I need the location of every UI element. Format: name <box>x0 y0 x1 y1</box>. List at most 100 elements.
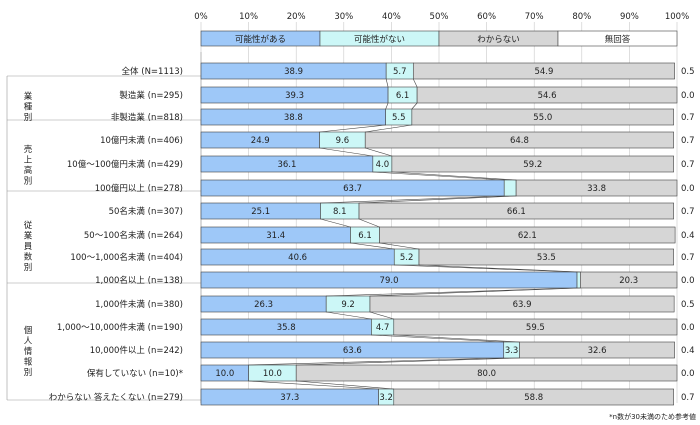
row-label: 50名未満 (n=307) <box>109 206 183 217</box>
row-label: 非製造業 (n=818) <box>111 112 183 123</box>
bar-segment-3 <box>295 364 678 382</box>
data-label: 36.1 <box>277 160 296 170</box>
data-label: 10.0 <box>215 369 234 379</box>
bar-segment-3 <box>519 341 675 359</box>
legend-label: 無回答 <box>605 34 631 45</box>
row-label: 1,000～10,000件未満 (n=190) <box>57 322 183 333</box>
connector-line <box>385 78 389 88</box>
x-tick-label: 90% <box>620 12 639 22</box>
data-label: 5.7 <box>393 67 407 77</box>
x-tick-label: 50% <box>430 12 449 22</box>
data-label: 79.0 <box>380 276 399 286</box>
connector-line <box>326 311 372 320</box>
data-label: 6.1 <box>396 91 410 101</box>
data-label: 33.8 <box>587 184 606 194</box>
bar-segment-3 <box>393 318 678 336</box>
data-label: 3.2 <box>379 393 393 403</box>
data-label: 54.6 <box>538 91 557 101</box>
no-answer-label: 0.5 <box>681 300 695 310</box>
no-answer-label: 0.0 <box>681 91 695 101</box>
data-label: 31.4 <box>266 231 285 241</box>
row-label: 全体 (N=1113) <box>122 66 183 77</box>
x-tick-label: 60% <box>477 12 496 22</box>
row-label: 100～1,000名未満 (n=404) <box>70 252 183 263</box>
connector-line <box>365 124 412 133</box>
bar-segment-3 <box>515 179 678 197</box>
data-label: 64.8 <box>510 136 529 146</box>
data-label: 80.0 <box>477 369 496 379</box>
connector-line <box>320 195 505 204</box>
row-label: 50～100名未満 (n=264) <box>84 230 183 241</box>
row-label: 100億円以上 (n=278) <box>95 183 183 194</box>
connector-line <box>385 102 389 110</box>
row-label: 10億円未満 (n=406) <box>100 135 183 146</box>
data-label: 40.6 <box>288 253 307 263</box>
no-answer-label: 0.7 <box>681 393 695 403</box>
no-answer-label: 0.0 <box>681 184 695 194</box>
connector-line <box>411 102 418 110</box>
x-tick-label: 0% <box>194 12 208 22</box>
connector-line <box>359 195 517 204</box>
data-label: 63.9 <box>513 300 532 310</box>
connector-line <box>248 380 379 390</box>
row-label: 10億～100億円未満 (n=429) <box>67 159 183 170</box>
x-tick-label: 10% <box>239 12 258 22</box>
legend-swatch <box>557 30 678 47</box>
data-label: 54.9 <box>534 67 553 77</box>
data-label: 5.5 <box>392 113 406 123</box>
connector-line <box>413 78 418 88</box>
data-label: 32.6 <box>588 346 607 356</box>
data-label: 25.1 <box>251 207 270 217</box>
no-answer-label: 0.4 <box>681 346 695 356</box>
no-answer-label: 0.7 <box>681 136 695 146</box>
data-label: 38.8 <box>284 113 303 123</box>
row-label: 保有していない (n=10)* <box>87 368 183 379</box>
x-tick-label: 40% <box>382 12 401 22</box>
group-label: 売上高別 <box>24 144 33 187</box>
connector-line <box>365 147 392 157</box>
bar-segment-3 <box>580 271 678 289</box>
x-axis-ticks: 0% 10% 20% 30% 40% 50% 60% 70% 80% 90% 100% <box>194 12 689 22</box>
data-label: 63.7 <box>343 184 362 194</box>
data-label: 8.1 <box>333 207 347 217</box>
data-label: 37.3 <box>280 393 299 403</box>
legend: 可能性がある 可能性がない わからない 無回答 <box>200 30 678 47</box>
no-answer-label: 0.7 <box>681 113 695 123</box>
data-label: 3.3 <box>505 346 519 356</box>
connector-line <box>393 334 520 343</box>
data-label: 59.5 <box>526 323 545 333</box>
no-answer-label: 0.0 <box>681 276 695 286</box>
bar-segment-3 <box>412 62 675 80</box>
legend-label: 可能性がない <box>354 34 405 45</box>
connector-line <box>319 124 386 133</box>
data-label: 39.3 <box>285 91 304 101</box>
group-label: 従業員数別 <box>24 220 33 273</box>
data-label: 4.0 <box>376 160 390 170</box>
row-label: 製造業 (n=295) <box>119 90 183 101</box>
bar-segment-3 <box>364 131 674 149</box>
bar-segment-3 <box>393 388 674 406</box>
connector-line <box>320 218 351 228</box>
group-label: 業種別 <box>24 91 33 123</box>
data-label: 24.9 <box>251 136 270 146</box>
data-label: 58.8 <box>524 393 543 403</box>
connector-line <box>372 171 505 181</box>
connector-line <box>418 264 581 273</box>
data-label: 53.5 <box>537 253 556 263</box>
connector-line <box>379 242 420 250</box>
row-label: 1,000件未満 (n=380) <box>95 299 183 310</box>
data-label: 10.0 <box>263 369 282 379</box>
connector-line <box>350 242 395 250</box>
bar-segment-3 <box>418 248 674 266</box>
data-label: 4.7 <box>376 323 390 333</box>
bar-rows: 全体 (N=1113) 38.9 5.7 54.9 0.5 製造業 (n=295) 39.3… <box>49 62 695 406</box>
data-label: 5.2 <box>400 253 414 263</box>
segment-connectors <box>248 78 581 390</box>
x-tick-label: 100% <box>665 12 689 22</box>
data-label: 62.1 <box>518 231 537 241</box>
footnote: *n数が30未満のため参考値 <box>609 412 696 421</box>
no-answer-label: 0.7 <box>681 160 695 170</box>
connector-line <box>358 218 380 228</box>
data-label: 38.9 <box>284 67 303 77</box>
